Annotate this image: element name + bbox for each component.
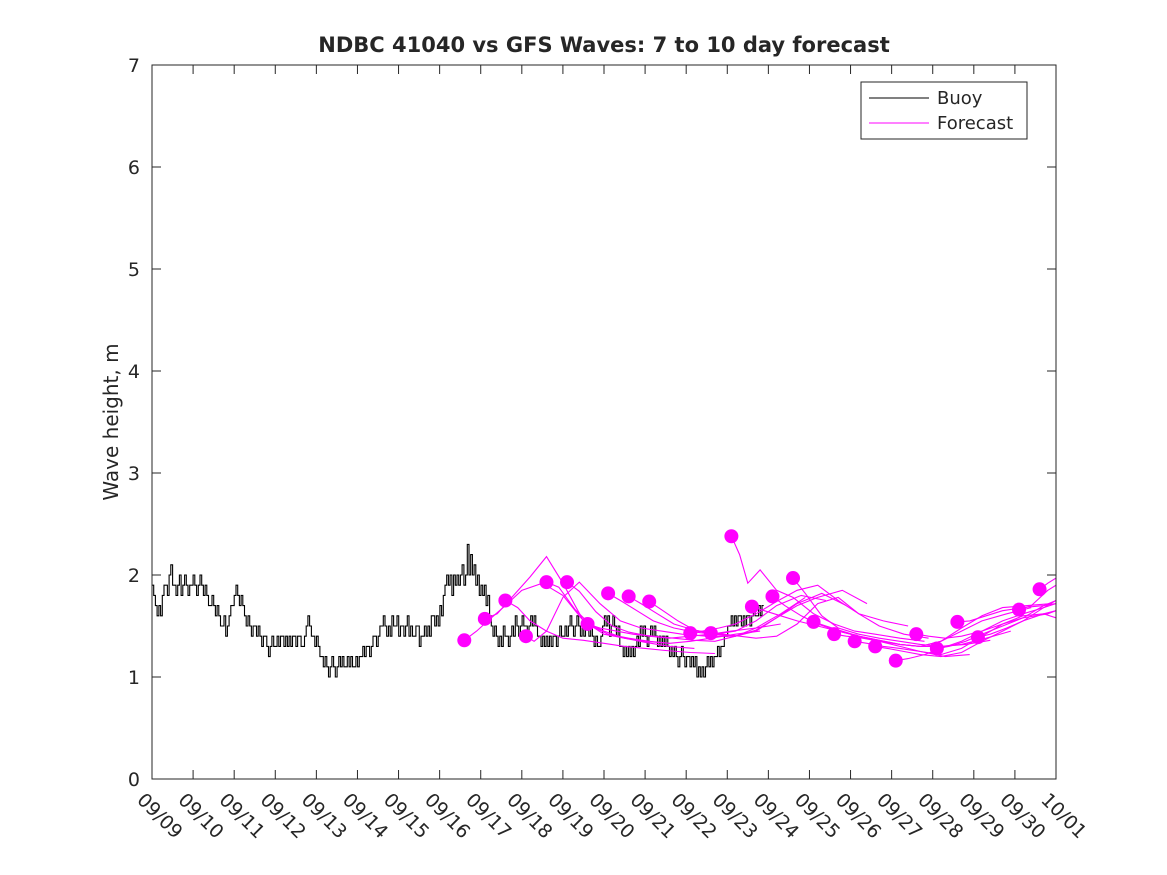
forecast-start-marker: [580, 616, 595, 631]
legend-box: [860, 81, 1028, 140]
y-tick-label: 4: [128, 361, 140, 383]
forecast-start-marker: [1032, 582, 1047, 597]
forecast-start-marker: [806, 614, 821, 629]
forecast-start-marker: [642, 594, 657, 609]
forecast-series-line: [875, 600, 1056, 658]
forecast-start-marker: [703, 626, 718, 641]
forecast-start-marker: [827, 627, 842, 642]
forecast-start-marker: [724, 529, 739, 544]
legend: Buoy Forecast: [860, 81, 1028, 140]
forecast-series-line: [587, 596, 806, 642]
forecast-start-marker: [929, 641, 944, 656]
forecast-start-marker: [888, 653, 903, 668]
buoy-series-line: [152, 543, 764, 678]
forecast-series-line: [916, 613, 1056, 639]
forecast-start-marker: [868, 639, 883, 654]
forecast-series-line: [710, 596, 929, 639]
forecast-start-marker: [539, 575, 554, 590]
forecast-start-marker: [498, 593, 513, 608]
forecast-start-marker: [847, 634, 862, 649]
y-tick-label: 7: [128, 55, 140, 77]
markers-layer: [457, 529, 1047, 668]
forecast-start-marker: [970, 630, 985, 645]
forecast-series-line: [977, 610, 1056, 638]
y-axis: 0 1 2 3 4 5 6 7: [128, 55, 1056, 791]
forecast-start-marker: [744, 599, 759, 614]
forecast-series-line: [936, 599, 1056, 649]
y-tick-label: 2: [128, 565, 140, 587]
forecast-start-marker: [786, 571, 801, 586]
forecast-series-line: [792, 577, 1011, 647]
forecast-series-line: [730, 535, 925, 642]
legend-buoy-label: Buoy: [937, 88, 983, 109]
forecast-start-marker: [457, 633, 472, 648]
y-axis-label: Wave height, m: [99, 343, 123, 500]
forecast-start-marker: [1012, 602, 1027, 617]
y-tick-label: 0: [128, 769, 140, 791]
forecast-start-marker: [683, 626, 698, 641]
y-tick-label: 6: [128, 157, 140, 179]
forecast-start-marker: [518, 629, 533, 644]
forecast-series-line: [505, 600, 715, 655]
chart-title: NDBC 41040 vs GFS Waves: 7 to 10 day for…: [318, 33, 889, 57]
forecast-start-marker: [601, 586, 616, 601]
forecast-series-line: [648, 589, 868, 637]
forecast-start-marker: [909, 627, 924, 642]
forecast-start-marker: [765, 589, 780, 604]
forecast-series-line: [957, 603, 1056, 623]
forecast-start-marker: [560, 575, 575, 590]
legend-forecast-label: Forecast: [937, 113, 1013, 134]
forecast-start-marker: [950, 614, 965, 629]
y-tick-label: 5: [128, 259, 140, 281]
y-tick-label: 3: [128, 463, 140, 485]
forecast-start-marker: [621, 589, 636, 604]
forecast-series-line: [690, 584, 909, 634]
forecast-start-marker: [477, 611, 492, 626]
y-tick-label: 1: [128, 667, 140, 689]
